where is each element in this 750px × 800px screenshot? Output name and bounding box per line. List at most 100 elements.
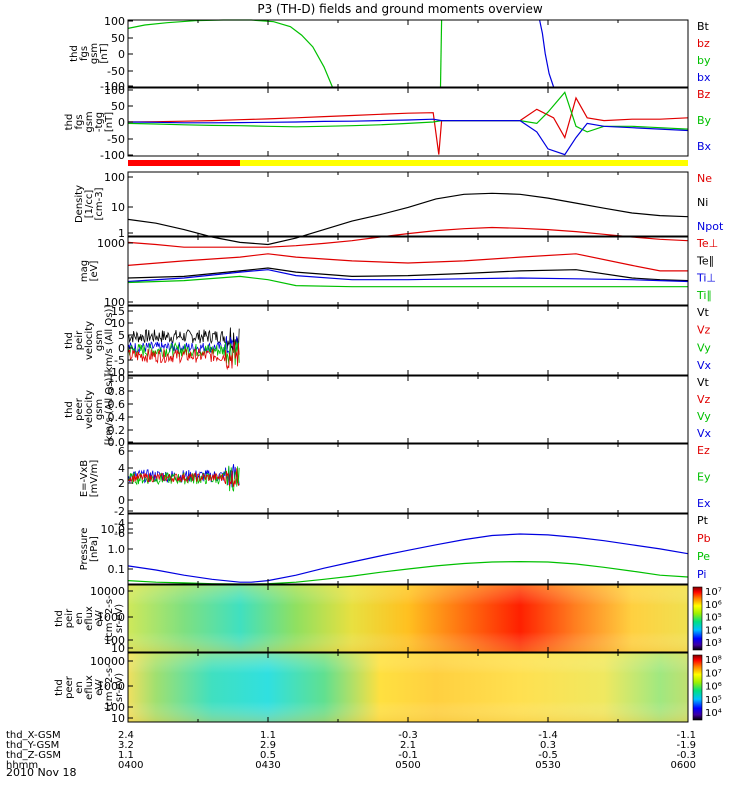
x-axis-value: 0530 xyxy=(535,760,560,771)
legend-entry: Ni xyxy=(697,196,708,209)
y-tick-label: 100 xyxy=(104,296,125,309)
spectrogram-shade xyxy=(128,653,688,722)
panel-frame xyxy=(127,87,689,157)
series-line xyxy=(127,341,240,371)
legend-entry: Vt xyxy=(697,376,710,389)
legend-entry: Vx xyxy=(697,359,712,372)
y-tick-label: 0 xyxy=(118,48,125,61)
y-tick-label: -100 xyxy=(100,149,125,162)
x-axis-value: 1.1 xyxy=(260,730,276,741)
x-axis-row-label: thd_Z-GSM xyxy=(6,750,61,761)
x-axis-value: -1.1 xyxy=(676,730,696,741)
y-axis-label: eflux xyxy=(84,675,95,700)
colorbar-tick-label: 10⁴ xyxy=(705,625,722,636)
y-tick-label: 0.8 xyxy=(108,385,126,398)
y-axis-label: thd xyxy=(54,610,65,627)
y-tick-label: 1.0 xyxy=(108,372,126,385)
x-axis-value: -0.3 xyxy=(398,730,418,741)
y-tick-label: 0 xyxy=(118,342,125,355)
x-axis-value: -0.1 xyxy=(398,750,418,761)
legend-entry: Vy xyxy=(697,410,711,423)
y-tick-label: 100 xyxy=(104,634,125,647)
y-tick-label: 2 xyxy=(118,477,125,490)
legend-entry: Bt xyxy=(697,20,710,33)
y-tick-label: 10 xyxy=(111,642,125,655)
y-tick-label: 50 xyxy=(111,100,125,113)
y-axis-label: [nPa] xyxy=(89,536,100,562)
colorbar-tick-label: 10³ xyxy=(705,638,722,649)
y-tick-label: -4 xyxy=(114,517,125,530)
legend-entry: Vt xyxy=(697,306,710,319)
y-axis-label: [mV/m] xyxy=(89,460,100,498)
y-axis-label: peer xyxy=(74,397,85,421)
series-line xyxy=(127,275,688,288)
y-tick-label: 1 xyxy=(118,227,125,240)
legend-entry: bz xyxy=(697,37,710,50)
spectrogram-shade xyxy=(128,585,688,652)
y-tick-label: 100 xyxy=(104,84,125,97)
x-axis-value: 3.2 xyxy=(118,740,134,751)
y-axis-label: eV/ xyxy=(94,679,105,696)
y-axis-label: thd xyxy=(69,45,80,62)
y-axis-label: gsm xyxy=(94,330,105,351)
x-axis-value: -0.3 xyxy=(676,750,696,761)
y-tick-label: -6 xyxy=(114,527,125,540)
y-axis-label: [cm-3] xyxy=(94,187,105,220)
x-axis-row-label: thd_Y-GSM xyxy=(6,740,59,751)
series-line xyxy=(127,267,689,282)
y-axis-label: gsm xyxy=(89,43,100,64)
y-axis-label: thd xyxy=(64,332,75,349)
series-line xyxy=(127,533,689,583)
x-axis-value: 2.4 xyxy=(118,730,134,741)
y-tick-label: 100 xyxy=(104,171,125,184)
x-axis-value: -1.9 xyxy=(676,740,696,751)
legend-entry: Ex xyxy=(697,497,711,510)
y-axis-label: [eV] xyxy=(89,261,100,282)
legend-entry: Pe xyxy=(697,550,710,563)
y-axis-label: peir xyxy=(64,608,75,628)
y-axis-label: thd xyxy=(54,679,65,696)
legend-entry: Te⊥ xyxy=(696,237,718,250)
y-axis-label: eflux xyxy=(84,606,95,631)
legend-entry: Te∥ xyxy=(696,254,714,267)
date-label: 2010 Nov 18 xyxy=(6,766,76,779)
status-segment xyxy=(240,160,688,166)
y-tick-label: 0.1 xyxy=(108,563,126,576)
y-tick-label: -100 xyxy=(100,80,125,93)
panel-frame xyxy=(127,513,689,585)
y-tick-label: 1000 xyxy=(97,680,125,693)
y-axis-label: gsm xyxy=(94,399,105,420)
y-tick-label: 50 xyxy=(111,32,125,45)
y-tick-label: 4 xyxy=(118,462,125,475)
y-axis-label: gsm xyxy=(84,111,95,132)
y-tick-label: -2 xyxy=(114,505,125,518)
y-tick-label: 100 xyxy=(104,15,125,28)
colorbar-tick-label: 10⁷ xyxy=(705,668,722,679)
y-axis-label: eV/ xyxy=(94,610,105,627)
colorbar-tick-label: 10⁵ xyxy=(705,695,722,706)
panel-3: 100 10 1 Density [1/cc] [cm-3] Ne Ni Npot xyxy=(74,171,724,248)
y-axis-label: fgs xyxy=(74,114,85,129)
legend-entry: Bx xyxy=(697,140,712,153)
y-axis-label: (cm^2-s- xyxy=(104,595,115,642)
colorbar xyxy=(692,586,703,651)
legend-entry: Vy xyxy=(697,341,711,354)
y-tick-label: 0.0 xyxy=(108,436,126,449)
y-axis-label: thd xyxy=(64,401,75,418)
y-axis-label: mag xyxy=(79,260,90,282)
y-tick-label: 1000 xyxy=(97,237,125,250)
legend-entry: Vz xyxy=(697,393,711,406)
y-tick-label: 0.4 xyxy=(108,411,126,424)
legend-entry: By xyxy=(697,114,712,127)
y-tick-label: 0 xyxy=(118,116,125,129)
legend-entry: Ez xyxy=(697,444,710,457)
series-line xyxy=(539,19,555,88)
y-axis-label: Pressure xyxy=(79,528,90,571)
colorbar-tick-label: 10⁴ xyxy=(705,708,722,719)
y-tick-label: -10 xyxy=(107,366,125,379)
y-tick-label: 100 xyxy=(104,701,125,714)
